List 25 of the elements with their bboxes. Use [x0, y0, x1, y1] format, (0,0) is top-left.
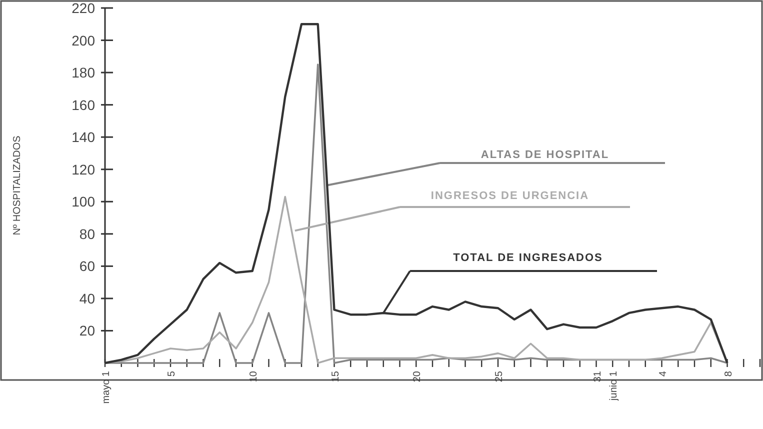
y-tick-label: 200 [72, 32, 96, 48]
text: ALTAS DE HOSPITAL [480, 149, 610, 161]
x-tick-label: 8 [723, 370, 734, 377]
x-tick-label: 25 [494, 370, 505, 382]
y-axis-title: Nº HOSPITALIZADOS [12, 135, 23, 236]
x-tick-label: 15 [330, 370, 342, 382]
x-tick-label: 4 [658, 370, 669, 377]
text: INGRESOS DE URGENCIA [430, 190, 590, 202]
x-tick-label: junio 1 [608, 370, 620, 402]
y-tick-label: 40 [79, 290, 96, 306]
y-tick-label: 100 [72, 194, 96, 210]
y-tick-label: 140 [72, 129, 96, 146]
x-tick-label: 10 [248, 370, 260, 382]
y-tick-label: 220 [72, 0, 96, 16]
text: TOTAL DE INGRESADOS [453, 252, 603, 264]
y-tick-label: 160 [72, 96, 96, 113]
y-tick-label: 20 [79, 322, 96, 339]
y-tick-label: 180 [72, 64, 96, 81]
x-tick-label: 31 [592, 370, 604, 382]
x-tick-label: 5 [166, 370, 178, 377]
y-tick-label: 80 [79, 226, 96, 242]
x-tick-label: 20 [412, 370, 424, 382]
y-tick-label: 60 [79, 258, 96, 274]
y-tick-label: 120 [72, 161, 96, 178]
x-tick-label: mayo 1 [101, 370, 112, 404]
